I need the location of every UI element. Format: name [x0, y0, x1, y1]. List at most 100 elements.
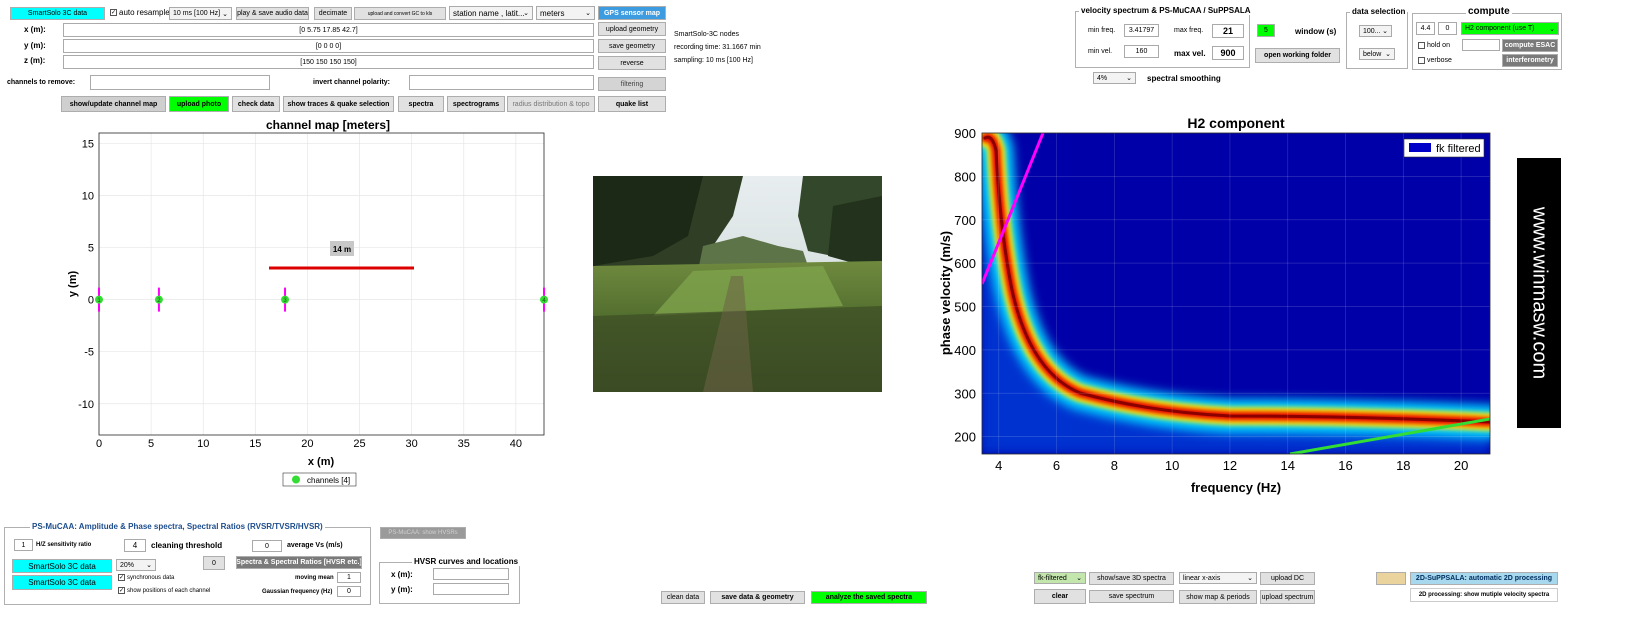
quake-list-button[interactable]: quake list: [598, 96, 666, 112]
save-geometry-button[interactable]: save geometry: [598, 39, 666, 53]
chevron-down-icon: ⌄: [1549, 25, 1555, 33]
x-tick-label: 6: [1053, 458, 1060, 473]
x-coordinates-field[interactable]: [0 5.75 17.85 42.7]: [63, 23, 594, 37]
zero-value-button[interactable]: 0: [203, 556, 225, 570]
compute-field-2[interactable]: 0: [1438, 22, 1457, 35]
legend-station-marker: [292, 475, 300, 484]
spectrograms-button[interactable]: spectrograms: [447, 96, 505, 112]
spectrum-title: H2 component: [1187, 115, 1285, 131]
show-hvsrs-button[interactable]: PS-MuCAA: show HVSRs: [380, 527, 466, 539]
station-marker[interactable]: [154, 295, 163, 304]
upload-photo-button[interactable]: upload photo: [169, 96, 229, 112]
max-freq-input[interactable]: 21: [1212, 24, 1244, 38]
show-traces-button[interactable]: show traces & quake selection: [283, 96, 394, 112]
compute-input[interactable]: [1462, 39, 1500, 51]
chevron-down-icon: ⌄: [1076, 575, 1082, 582]
y-tick-label: 700: [954, 213, 976, 228]
hvsr-y-input[interactable]: [433, 583, 509, 595]
auto-resample-label: auto resample: [119, 8, 170, 17]
save-data-geometry-button[interactable]: save data & geometry: [710, 591, 805, 604]
smartsolo-data-button-2[interactable]: SmartSolo 3C data: [12, 575, 112, 590]
average-vs-input[interactable]: 0: [252, 540, 282, 552]
channels-remove-input[interactable]: [90, 75, 270, 90]
x-tick-label: 18: [1396, 458, 1410, 473]
compute-field-1[interactable]: 4.4: [1416, 22, 1435, 35]
window-value[interactable]: 5: [1257, 24, 1275, 37]
axis-select[interactable]: linear x-axis ⌄: [1179, 572, 1257, 584]
data-selection-select-1[interactable]: 100... ⌄: [1359, 25, 1392, 37]
station-marker[interactable]: [281, 295, 290, 304]
check-data-button[interactable]: check data: [232, 96, 280, 112]
chevron-down-icon: ⌄: [585, 10, 591, 17]
x-tick-label: 40: [510, 438, 522, 450]
cleaning-threshold-input[interactable]: 4: [124, 539, 146, 552]
invert-polarity-input[interactable]: [409, 75, 594, 90]
interferometry-button[interactable]: interferometry: [1502, 54, 1558, 67]
spectra-ratios-button[interactable]: Spectra & Spectral Ratios [HVSR etc.]: [236, 556, 362, 569]
station-name-select[interactable]: station name , latit... ⌄: [449, 6, 533, 20]
analyze-saved-spectra-button[interactable]: analyze the saved spectra: [811, 591, 927, 604]
clean-data-button[interactable]: clean data: [661, 591, 705, 604]
hvsr-x-label: x (m):: [391, 570, 413, 579]
info-nodes: SmartSolo-3C nodes: [674, 31, 739, 38]
verbose-checkbox[interactable]: verbose: [1418, 57, 1452, 64]
suppsala-auto-button[interactable]: 2D-SuPPSALA: automatic 2D processing: [1410, 572, 1558, 585]
z-coordinates-field[interactable]: [150 150 150 150]: [63, 55, 594, 69]
reverse-button[interactable]: reverse: [598, 56, 666, 70]
decimate-button[interactable]: decimate: [314, 7, 352, 20]
min-vel-input[interactable]: 160: [1124, 45, 1159, 58]
green-line: [1289, 417, 1490, 454]
hold-on-checkbox[interactable]: hold on: [1418, 42, 1450, 49]
upload-geometry-button[interactable]: upload geometry: [598, 22, 666, 36]
min-freq-input[interactable]: 3.41797: [1124, 24, 1159, 37]
station-marker[interactable]: [95, 295, 103, 304]
hz-ratio-input[interactable]: 1: [14, 539, 33, 551]
x-tick-label: 8: [1111, 458, 1118, 473]
smartsolo-data-button[interactable]: SmartSolo 3C data: [10, 7, 105, 20]
open-working-folder-button[interactable]: open working folder: [1255, 48, 1340, 63]
save-spectrum-button[interactable]: save spectrum: [1089, 590, 1174, 603]
fk-filtered-select[interactable]: fk-filtered ⌄: [1034, 572, 1086, 584]
x-tick-label: 16: [1338, 458, 1352, 473]
smartsolo-data-button-1[interactable]: SmartSolo 3C data: [12, 559, 112, 573]
chevron-down-icon: ⌄: [523, 10, 529, 17]
data-selection-select-2[interactable]: below ⌄: [1359, 48, 1395, 60]
show-save-3d-button[interactable]: show/save 3D spectra: [1089, 572, 1174, 585]
resample-select[interactable]: 10 ms [100 Hz] ⌄: [169, 7, 232, 20]
spectra-button[interactable]: spectra: [398, 96, 444, 112]
x-tick-label: 10: [1165, 458, 1179, 473]
y-tick-label: 300: [954, 386, 976, 401]
station-id-label: 4: [542, 298, 546, 304]
max-vel-input[interactable]: 900: [1212, 46, 1244, 60]
y-coordinates-field[interactable]: [0 0 0 0]: [63, 39, 594, 53]
compute-title: compute: [1466, 6, 1512, 17]
units-select[interactable]: meters ⌄: [536, 6, 595, 20]
spectral-smoothing-select[interactable]: 4% ⌄: [1093, 72, 1136, 84]
gaussian-input[interactable]: 0: [337, 586, 361, 597]
chevron-down-icon: ⌄: [1247, 575, 1253, 582]
show-positions-checkbox[interactable]: ✓ show positions of each channel: [118, 587, 210, 594]
channel-map-x-ticks: 0 5 10 15 20 25 30 35 40: [96, 438, 522, 450]
scale-bar-label-bg: [330, 241, 354, 256]
y-tick-label: 10: [82, 190, 94, 202]
show-map-periods-button[interactable]: show map & periods: [1179, 590, 1257, 604]
percentage-select[interactable]: 20% ⌄: [116, 559, 156, 571]
moving-mean-input[interactable]: 1: [337, 572, 361, 583]
gps-sensor-map-button[interactable]: GPS sensor map: [598, 6, 666, 20]
filtering-button[interactable]: filtering: [598, 77, 666, 91]
hvsr-x-input[interactable]: [433, 568, 509, 580]
component-select[interactable]: H2 component (use T) ⌄: [1461, 22, 1559, 35]
compute-esac-button[interactable]: compute ESAC: [1502, 39, 1558, 52]
station-marker[interactable]: [540, 295, 548, 304]
processing-2d-button[interactable]: 2D processing: show mutiple velocity spe…: [1410, 588, 1558, 602]
show-update-channel-map-button[interactable]: show/update channel map: [61, 96, 166, 112]
upload-dc-button[interactable]: upload DC: [1260, 572, 1315, 585]
checkbox-check-icon: ✓: [110, 9, 117, 16]
clear-button[interactable]: clear: [1034, 589, 1086, 604]
radius-distribution-button[interactable]: radius distribution & topo: [507, 96, 595, 112]
play-save-audio-button[interactable]: play & save audio data: [236, 7, 309, 20]
upload-convert-button[interactable]: upload and convert GC to kls: [354, 7, 446, 20]
auto-resample-checkbox[interactable]: ✓ auto resample: [110, 8, 170, 17]
synchronous-checkbox[interactable]: ✓ synchronous data: [118, 574, 174, 581]
upload-spectrum-button[interactable]: upload spectrum: [1260, 590, 1315, 604]
